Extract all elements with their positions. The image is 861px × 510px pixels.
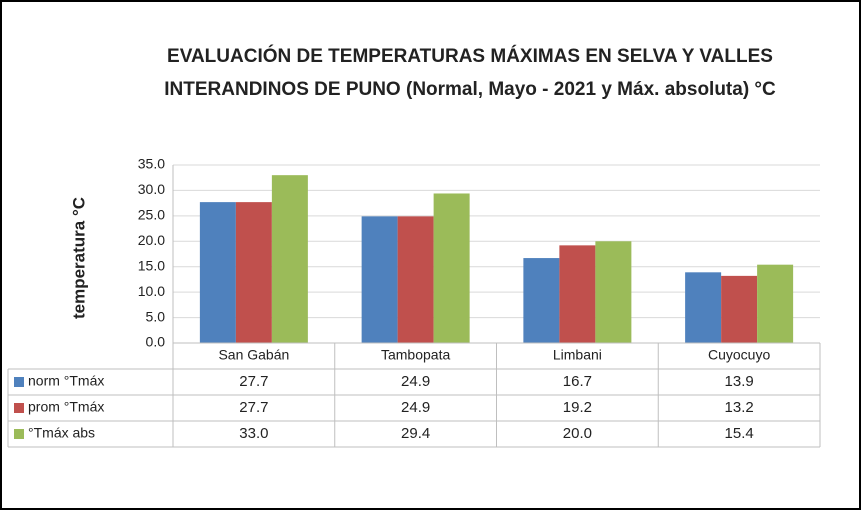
y-tick-label: 15.0 — [138, 257, 165, 273]
y-tick-label: 10.0 — [138, 283, 165, 299]
bar — [559, 245, 596, 343]
table-value: 27.7 — [239, 373, 268, 390]
table-value: 24.9 — [401, 373, 430, 390]
bar — [271, 175, 308, 343]
table-value: 27.7 — [239, 399, 268, 416]
bar — [685, 272, 722, 343]
y-tick-label: 0.0 — [146, 334, 166, 350]
bar — [757, 264, 794, 343]
y-tick-label: 25.0 — [138, 207, 165, 223]
table-value: 15.4 — [725, 425, 754, 442]
bar — [199, 202, 236, 343]
y-tick-label: 20.0 — [138, 232, 165, 248]
bar — [595, 241, 632, 343]
table-value: 20.0 — [563, 425, 592, 442]
bar — [433, 193, 470, 343]
table-value: 29.4 — [401, 425, 430, 442]
bar — [235, 202, 272, 343]
x-tick-label: Limbani — [553, 347, 602, 363]
chart-title: EVALUACIÓN DE TEMPERATURAS MÁXIMAS EN SE… — [164, 46, 776, 100]
bar — [361, 216, 398, 343]
y-tick-label: 5.0 — [146, 308, 166, 324]
y-axis-label: temperatura °C — [69, 197, 88, 319]
bar — [721, 275, 758, 343]
table-value: 13.2 — [725, 399, 754, 416]
bar — [397, 216, 434, 343]
legend-key — [14, 429, 24, 439]
table-value: 24.9 — [401, 399, 430, 416]
x-tick-label: Tambopata — [381, 347, 450, 363]
y-tick-label: 30.0 — [138, 181, 165, 197]
y-tick-label: 35.0 — [138, 156, 165, 172]
table-value: 33.0 — [239, 425, 268, 442]
table-value: 19.2 — [563, 399, 592, 416]
x-tick-label: San Gabán — [218, 347, 289, 363]
legend-label: prom °Tmáx — [28, 399, 104, 415]
legend-label: °Tmáx abs — [28, 425, 95, 441]
table-value: 13.9 — [725, 373, 754, 390]
legend-key — [14, 377, 24, 387]
table-value: 16.7 — [563, 373, 592, 390]
x-tick-label: Cuyocuyo — [708, 347, 770, 363]
legend-label: norm °Tmáx — [28, 373, 104, 389]
legend-key — [14, 403, 24, 413]
bar — [523, 258, 560, 343]
